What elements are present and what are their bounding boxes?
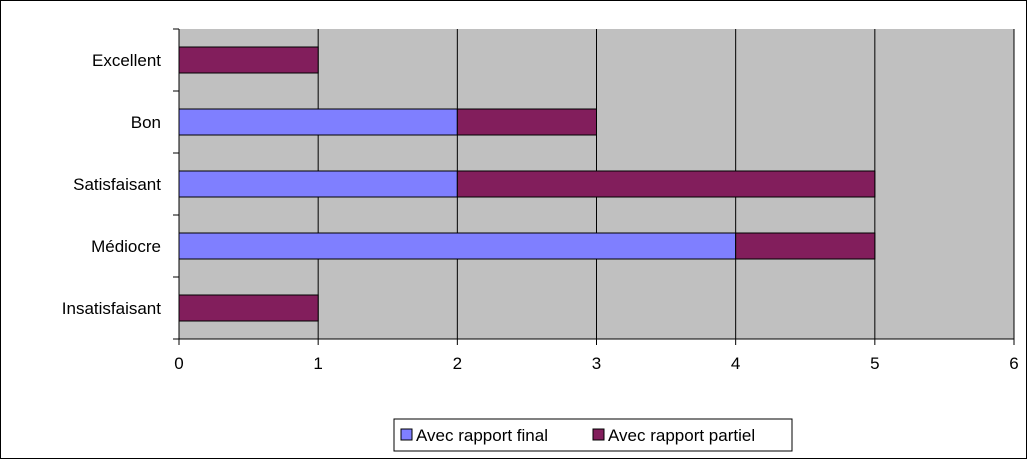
legend: Avec rapport final Avec rapport partiel bbox=[394, 419, 792, 451]
x-tick-label: 3 bbox=[592, 354, 601, 373]
bar-partiel bbox=[457, 109, 596, 135]
bar-final bbox=[179, 233, 736, 259]
y-tick-label: Bon bbox=[131, 113, 161, 132]
y-tick-label: Médiocre bbox=[91, 237, 161, 256]
legend-label-final: Avec rapport final bbox=[416, 426, 548, 445]
bar-partiel bbox=[179, 295, 318, 321]
y-tick-label: Insatisfaisant bbox=[62, 299, 161, 318]
bar-partiel bbox=[457, 171, 875, 197]
bar-final bbox=[179, 109, 457, 135]
y-tick-label: Excellent bbox=[92, 51, 161, 70]
x-tick-label: 0 bbox=[174, 354, 183, 373]
plot-area: Excellent Bon Satisfaisant Médiocre Insatisf… bbox=[62, 29, 1019, 373]
bar-final bbox=[179, 171, 457, 197]
bar-partiel bbox=[179, 47, 318, 73]
x-tick-label: 1 bbox=[313, 354, 322, 373]
legend-label-partiel: Avec rapport partiel bbox=[608, 426, 755, 445]
y-tick-label: Satisfaisant bbox=[73, 175, 161, 194]
bar-partiel bbox=[736, 233, 875, 259]
legend-swatch-partiel bbox=[593, 429, 604, 440]
x-tick-label: 4 bbox=[731, 354, 740, 373]
x-tick-label: 2 bbox=[453, 354, 462, 373]
x-tick-label: 5 bbox=[870, 354, 879, 373]
legend-swatch-final bbox=[401, 429, 412, 440]
x-tick-label: 6 bbox=[1009, 354, 1018, 373]
